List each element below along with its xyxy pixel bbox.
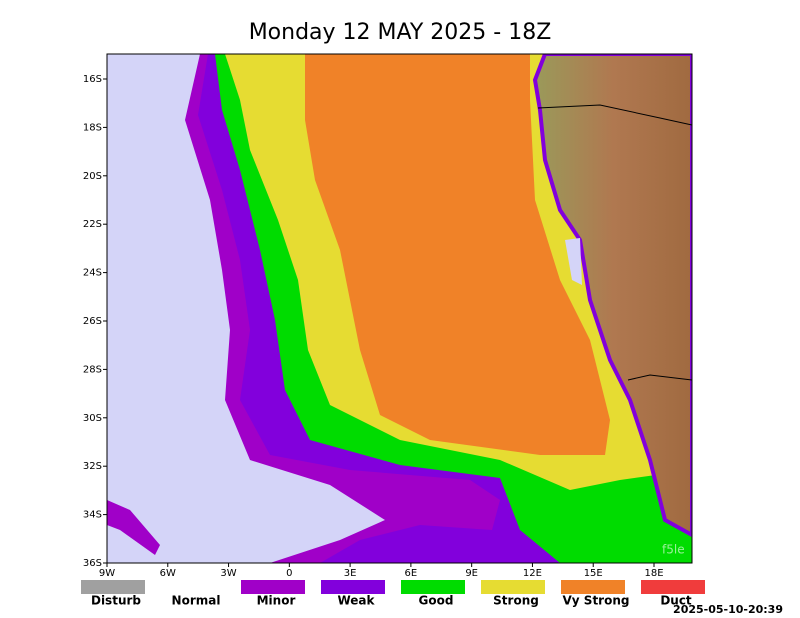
lon-label: 6W — [160, 568, 176, 579]
legend-label: Vy Strong — [563, 594, 630, 608]
zone-minor-patch — [107, 500, 160, 555]
map-area — [107, 54, 692, 563]
lat-label: 34S — [83, 510, 102, 521]
lon-label: 0 — [286, 568, 292, 579]
map-title: Monday 12 MAY 2025 - 18Z — [249, 20, 552, 45]
legend-label: Good — [419, 594, 454, 608]
lat-label: 26S — [83, 316, 102, 327]
legend-label: Duct — [660, 594, 692, 608]
lat-label: 30S — [83, 413, 102, 424]
lon-label: 18E — [644, 568, 663, 579]
legend-swatch — [481, 580, 545, 594]
lat-label: 20S — [83, 171, 102, 182]
timestamp: 2025-05-10-20:39 — [673, 603, 783, 616]
lat-label: 32S — [83, 461, 102, 472]
lon-label: 9W — [99, 568, 115, 579]
land — [532, 54, 692, 538]
lon-label: 3W — [220, 568, 236, 579]
legend-label: Minor — [257, 594, 296, 608]
legend-swatch — [81, 580, 145, 594]
lat-label: 18S — [83, 122, 102, 133]
lon-label: 3E — [344, 568, 357, 579]
zone-vy-strong — [305, 54, 610, 455]
legend-swatch — [561, 580, 625, 594]
legend-label: Disturb — [91, 594, 141, 608]
lon-label: 12E — [523, 568, 542, 579]
lon-label: 9E — [465, 568, 478, 579]
legend-label: Weak — [337, 594, 375, 608]
lat-label: 36S — [83, 558, 102, 569]
map-frame — [106, 53, 693, 564]
lat-label: 24S — [83, 268, 102, 279]
legend-swatch — [321, 580, 385, 594]
legend-label: Normal — [172, 594, 221, 608]
lat-label: 16S — [83, 74, 102, 85]
border — [537, 104, 692, 126]
legend-swatch — [401, 580, 465, 594]
legend-label: Strong — [493, 594, 539, 608]
lon-label: 15E — [584, 568, 603, 579]
legend-swatch — [161, 580, 225, 594]
legend-swatch — [241, 580, 305, 594]
coastal-lagoon — [565, 238, 582, 285]
lon-label: 6E — [405, 568, 418, 579]
lat-label: 22S — [83, 219, 102, 230]
legend-swatch — [641, 580, 705, 594]
watermark: f5le — [662, 543, 685, 557]
lat-label: 28S — [83, 364, 102, 375]
border — [627, 374, 692, 381]
